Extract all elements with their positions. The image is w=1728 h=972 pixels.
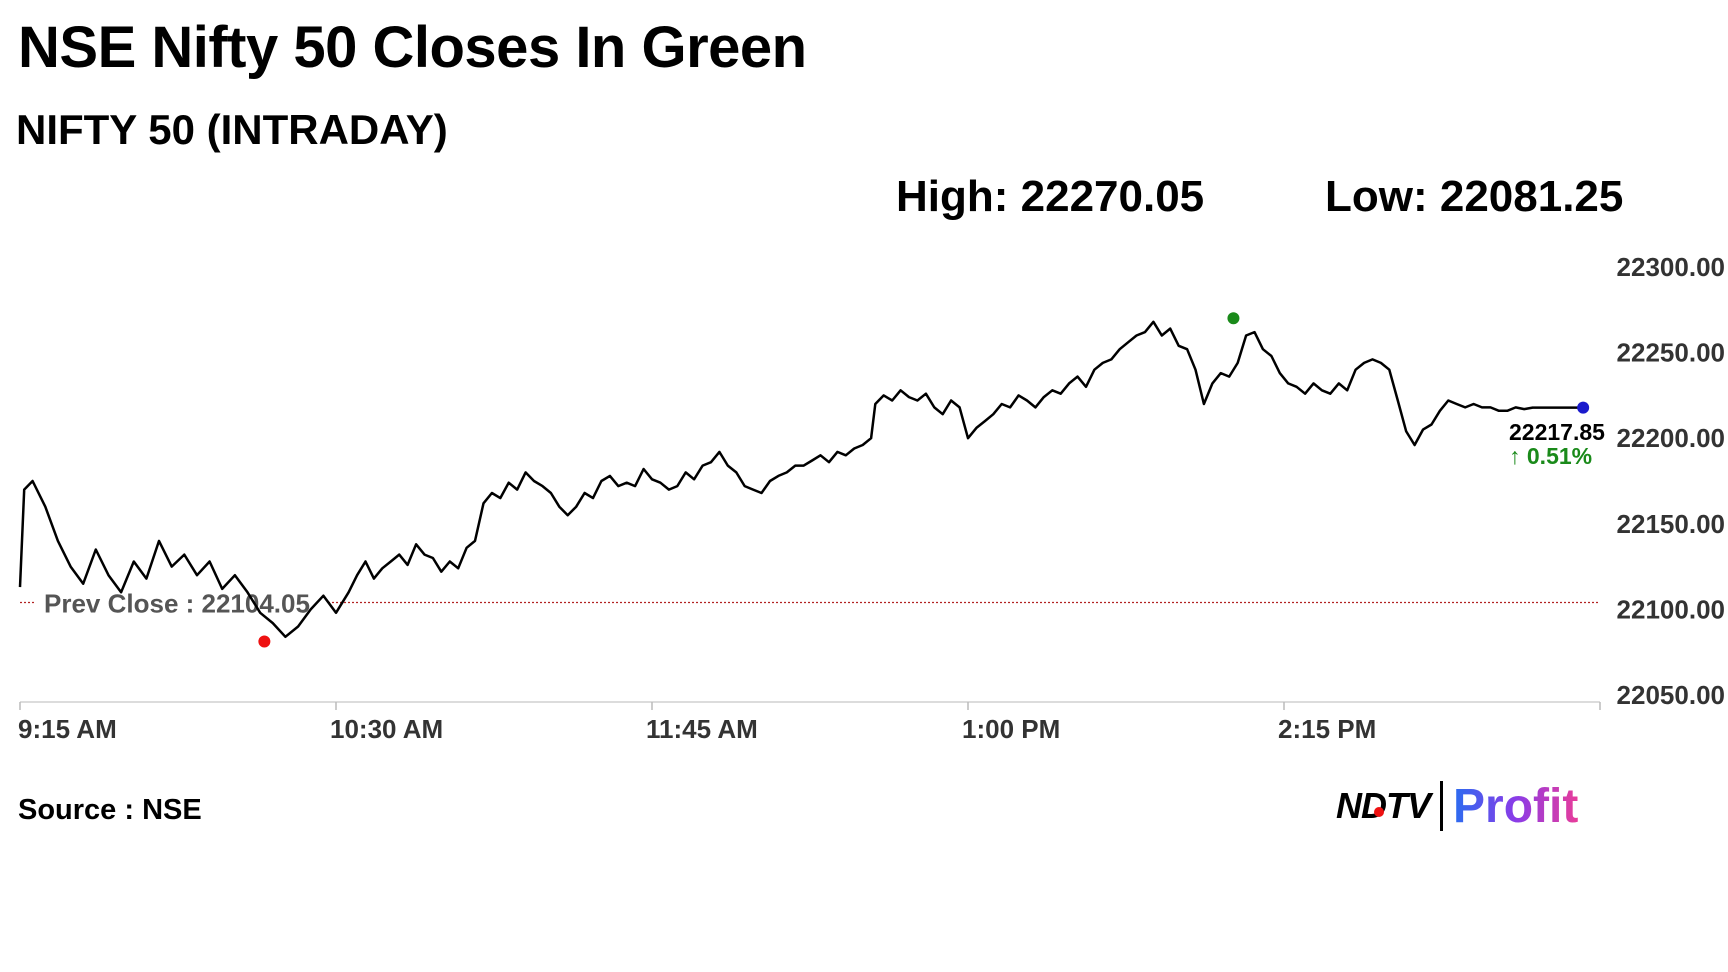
y-tick-label: 22300.00 — [1617, 252, 1725, 282]
change-percent-label: ↑ 0.51% — [1509, 443, 1592, 469]
day-low-marker — [258, 635, 271, 648]
profit-wordmark: Profit — [1453, 779, 1579, 833]
y-tick-label: 22050.00 — [1617, 680, 1725, 710]
ndtv-profit-logo: NDTV Profit — [1336, 778, 1578, 834]
ndtv-wordmark: NDTV — [1336, 785, 1431, 826]
y-tick-label: 22200.00 — [1617, 423, 1725, 453]
x-tick-label: 1:00 PM — [962, 714, 1060, 744]
prev-close-label: Prev Close : 22104.05 — [44, 588, 310, 618]
chart-subtitle: NIFTY 50 (INTRADAY) — [16, 106, 448, 153]
prev-close-label-bg — [36, 586, 328, 619]
x-tick-label: 9:15 AM — [18, 714, 117, 744]
x-tick-label: 10:30 AM — [330, 714, 443, 744]
y-tick-label: 22150.00 — [1617, 509, 1725, 539]
x-tick-label: 11:45 AM — [646, 714, 758, 744]
x-tick-label: 2:15 PM — [1278, 714, 1376, 744]
low-value: Low: 22081.25 — [1325, 172, 1624, 221]
price-line — [18, 320, 1584, 639]
chart-title: NSE Nifty 50 Closes In Green — [18, 15, 807, 80]
day-high-marker — [1227, 312, 1240, 325]
y-tick-label: 22250.00 — [1617, 338, 1725, 368]
intraday-chart: Prev Close : 22104.05 22300.00 22250.00 222… — [18, 252, 1725, 744]
high-value: High: 22270.05 — [896, 172, 1205, 221]
source-note: Source : NSE — [18, 794, 202, 826]
y-tick-label: 22100.00 — [1617, 594, 1725, 624]
logo-divider — [1440, 781, 1443, 831]
last-price-label: 22217.85 — [1509, 419, 1605, 445]
last-price-marker — [1577, 401, 1590, 414]
